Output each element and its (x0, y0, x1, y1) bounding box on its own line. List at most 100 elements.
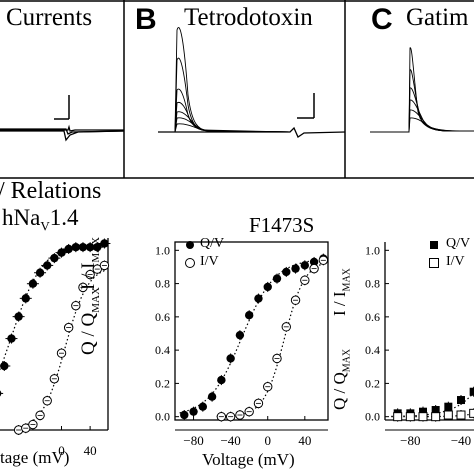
right-ylabel-q: Q / QMAX (330, 348, 353, 410)
data-point (244, 406, 254, 417)
left-plot-title: hNaV1.4 (2, 205, 79, 234)
plot-frame (174, 241, 329, 421)
mid-ylabel-q: Q / QMAX (78, 287, 102, 355)
data-point (56, 348, 67, 359)
data-point (443, 410, 453, 421)
data-point (254, 293, 263, 304)
bottom-charts: 0 40 0.0 0.2 0.4 0.6 0.8 1.0 −80 −40 0 40 0.0 0.2 0.4 0… (0, 238, 474, 458)
fit-curve (179, 259, 325, 414)
data-point (49, 373, 60, 384)
data-point (5, 333, 18, 344)
data-point (281, 321, 291, 332)
data-point (198, 401, 208, 412)
data-point (263, 381, 273, 392)
x-tick-label: −40 (220, 433, 240, 448)
data-point (99, 260, 110, 271)
x-tick-label: −80 (400, 433, 420, 448)
y-tick-label: 0.4 (365, 343, 380, 357)
data-point (19, 293, 32, 304)
y-tick-label: 0.6 (365, 310, 380, 324)
data-point (85, 269, 95, 280)
data-point (244, 310, 254, 321)
data-point (41, 260, 54, 271)
data-point (457, 395, 465, 406)
data-point (91, 242, 104, 253)
section-title-text: Relations (10, 178, 102, 204)
data-point (282, 266, 291, 277)
data-point (34, 267, 47, 278)
x-tick-label: 40 (84, 443, 97, 458)
data-point (189, 406, 198, 417)
data-point (92, 264, 102, 275)
plot-right: 0.0 0.2 0.4 0.6 0.8 1.0 −80 −40 (365, 242, 474, 448)
data-point (98, 238, 111, 249)
data-point (235, 410, 245, 421)
x-tick-label: 0 (58, 443, 65, 458)
data-point (63, 322, 74, 333)
top-panels (0, 0, 474, 179)
y-tick-label: 0.4 (155, 343, 170, 357)
data-point (48, 253, 61, 264)
plot-F1473S: 0.0 0.2 0.4 0.6 0.8 1.0 −80 −40 0 40 (155, 241, 329, 448)
x-tick-label: −40 (451, 433, 471, 448)
y-tick-label: 1.0 (155, 243, 170, 257)
data-point (300, 275, 310, 286)
panel-b-title: Tetrodotoxin (184, 4, 313, 31)
x-tick-label: 40 (298, 433, 311, 448)
panel-c-traces (370, 47, 474, 133)
data-point (469, 386, 474, 397)
data-point (12, 311, 25, 322)
data-point (272, 273, 282, 284)
data-point (226, 353, 235, 364)
data-point (0, 390, 4, 397)
data-point (216, 411, 227, 422)
data-point (263, 281, 272, 292)
y-tick-label: 0.0 (365, 410, 380, 424)
panel-a-traces (0, 124, 125, 142)
data-point (28, 419, 38, 430)
section-title: / Relations (0, 178, 101, 205)
data-point (272, 353, 282, 364)
data-point (318, 255, 329, 266)
data-point (35, 410, 45, 421)
x-tick-label: 0 (264, 433, 271, 448)
data-point (405, 411, 415, 422)
mid-ylabel-i: I / IMAX (78, 236, 102, 290)
data-point (431, 411, 441, 422)
data-point (418, 411, 428, 422)
data-point (300, 260, 310, 271)
data-point (180, 410, 189, 421)
data-point (71, 300, 81, 311)
data-point (26, 278, 39, 289)
right-ylabel-i: I / IMAX (330, 268, 353, 316)
data-point (393, 411, 403, 422)
data-point (469, 408, 474, 419)
panel-a-scale-bar (54, 95, 70, 120)
y-tick-label: 0.2 (365, 376, 380, 390)
panel-c-title: Gatim (406, 4, 469, 31)
panel-a-title: Currents (6, 4, 93, 31)
mid-plot-title: F1473S (249, 213, 315, 237)
y-tick-label: 0.0 (155, 410, 170, 424)
mid-xlabel: Voltage (mV) (202, 450, 295, 469)
plot-left: 0 40 (0, 238, 111, 458)
data-point (290, 295, 301, 306)
panel-c-letter: C (371, 3, 393, 36)
data-point (291, 263, 300, 274)
left-xlabel: tage (mV) (0, 448, 70, 467)
panel-b-traces (158, 27, 346, 138)
y-tick-label: 0.8 (365, 277, 380, 291)
y-tick-label: 0.2 (155, 376, 170, 390)
data-point (456, 410, 466, 421)
data-point (0, 361, 11, 371)
data-point (235, 330, 245, 341)
panel-b-letter: B (135, 3, 157, 36)
data-point (78, 282, 88, 293)
data-point (253, 398, 264, 409)
x-tick-label: −80 (183, 433, 203, 448)
data-point (225, 411, 236, 422)
data-point (42, 395, 52, 406)
data-point (309, 263, 319, 274)
data-point (207, 391, 217, 402)
